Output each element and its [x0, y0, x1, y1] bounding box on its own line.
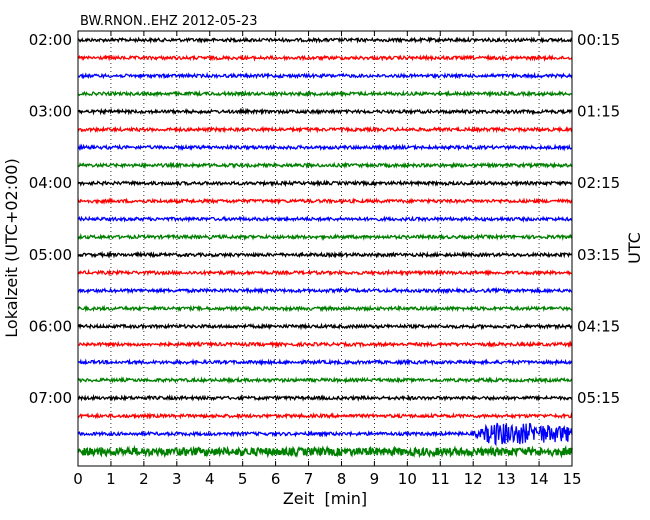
x-tick-label: 14 [530, 470, 549, 488]
y-tick-label-left: 07:00 [29, 389, 72, 407]
trace-0215 [77, 53, 573, 63]
trace-0245 [77, 89, 573, 98]
trace-0745 [77, 444, 573, 459]
x-tick-label: 10 [398, 470, 417, 488]
trace-0300 [77, 107, 573, 116]
y-tick-label-left: 05:00 [29, 246, 72, 264]
y-tick-label-left: 03:00 [29, 103, 72, 121]
x-tick-label: 1 [106, 470, 116, 488]
x-tick-label: 0 [73, 470, 83, 488]
traces-layer [77, 36, 573, 459]
x-tick-label: 9 [370, 470, 380, 488]
x-tick-label: 6 [271, 470, 281, 488]
ticks-layer: 0 1 2 3 4 5 6 7 8 9 10 11 12 13 14 1502:0003:0004:0005:… [29, 31, 620, 488]
y-tick-label-right: 05:15 [577, 389, 620, 407]
y-tick-label-left: 04:00 [29, 174, 72, 192]
trace-0545 [78, 304, 573, 313]
x-tick-label: 12 [464, 470, 483, 488]
trace-0330 [77, 143, 573, 152]
y-tick-label-right: 02:15 [577, 174, 620, 192]
trace-0515 [77, 268, 573, 277]
x-tick-label: 4 [205, 470, 215, 488]
trace-0630 [77, 358, 573, 367]
trace-0315 [77, 125, 573, 134]
y-tick-label-right: 00:15 [577, 31, 620, 49]
trace-0700 [77, 393, 573, 402]
trace-0645 [77, 375, 573, 385]
y-tick-label-left: 02:00 [29, 31, 72, 49]
x-tick-label: 8 [337, 470, 347, 488]
trace-0430 [77, 215, 573, 223]
trace-0445 [77, 232, 573, 242]
trace-0200 [77, 36, 572, 44]
trace-0615 [77, 340, 573, 349]
chart-title: BW.RNON..EHZ 2012-05-23 [80, 14, 258, 29]
x-tick-label: 3 [172, 470, 182, 488]
trace-0415 [77, 197, 573, 206]
trace-0345 [77, 161, 573, 170]
trace-0730 [77, 422, 573, 447]
x-axis-label: Zeit [min] [283, 489, 367, 508]
trace-0500 [77, 250, 573, 259]
x-tick-label: 7 [304, 470, 314, 488]
grid-layer [110, 31, 540, 466]
trace-0530 [77, 286, 573, 295]
y-tick-label-left: 06:00 [29, 317, 72, 335]
y-tick-label-right: 03:15 [577, 246, 620, 264]
trace-0600 [77, 322, 573, 331]
x-tick-label: 5 [238, 470, 248, 488]
plot-frame [77, 30, 573, 467]
x-tick-label: 13 [497, 470, 516, 488]
trace-0715 [77, 411, 573, 420]
x-tick-label: 2 [139, 470, 149, 488]
y-axis-label-right: UTC [625, 232, 644, 264]
trace-0400 [77, 179, 573, 188]
x-tick-label: 15 [562, 470, 581, 488]
x-tick-label: 11 [431, 470, 450, 488]
y-tick-label-right: 01:15 [577, 103, 620, 121]
y-axis-label-left: Lokalzeit (UTC+02:00) [2, 158, 21, 337]
trace-0230 [77, 71, 573, 80]
y-tick-label-right: 04:15 [577, 317, 620, 335]
